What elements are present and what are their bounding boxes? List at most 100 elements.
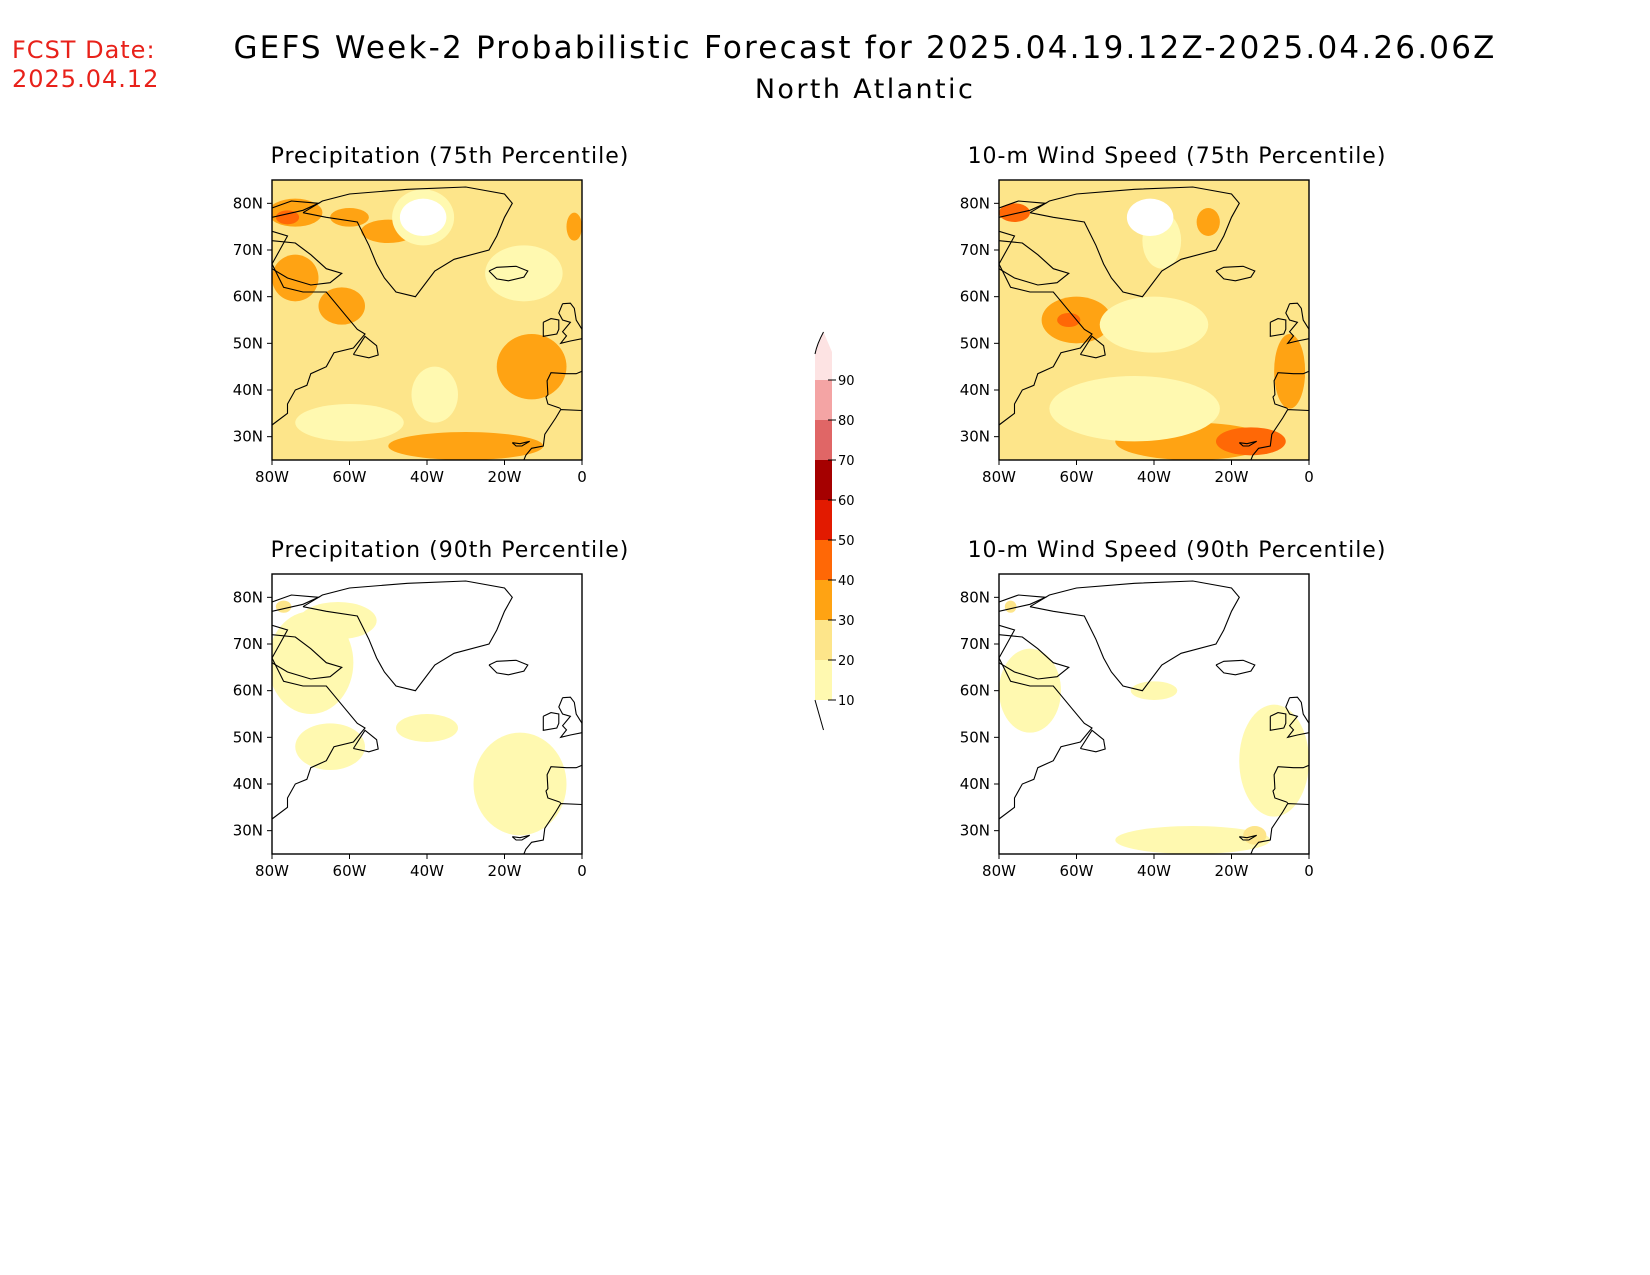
lon-tick-label: 80W <box>982 468 1016 486</box>
coastline-canaries <box>1238 440 1257 447</box>
probability-patch <box>272 254 319 302</box>
probability-patch <box>275 210 300 225</box>
probability-patch <box>275 600 292 613</box>
probability-patch <box>1099 296 1209 353</box>
probability-patch <box>295 404 404 442</box>
lon-tick-label: 0 <box>577 468 587 486</box>
coastline-north-america <box>272 624 366 820</box>
map-wind-75: 80W 60W 40W 20W 0 80N 70N 60N 50N 40N 30N <box>960 179 1314 486</box>
probability-patch <box>1216 427 1286 456</box>
lon-tick-label: 40W <box>410 468 444 486</box>
coastline-europe <box>545 370 582 410</box>
lat-tick-label: 50N <box>233 334 263 352</box>
probability-patch <box>485 245 563 302</box>
colorbar-swatch <box>815 620 832 660</box>
probability-patch <box>1196 208 1220 236</box>
coastline-iceland <box>488 659 529 676</box>
coastline-canaries <box>511 834 530 841</box>
colorbar: 10 20 30 40 50 60 70 80 90 <box>814 331 855 731</box>
colorbar-label: 50 <box>838 534 855 549</box>
coastline-britain <box>558 696 582 739</box>
lat-tick-label: 70N <box>233 241 263 259</box>
panel-wind-75: 10-m Wind Speed (75th Percentile) 80W 60W… <box>927 144 1427 544</box>
coastline-canaries <box>511 440 530 447</box>
colorbar-label: 40 <box>838 574 855 589</box>
lon-tick-label: 80W <box>255 468 289 486</box>
coastline-newfoundland <box>1079 729 1106 753</box>
coastline-north-america <box>999 230 1093 426</box>
colorbar-label: 60 <box>838 494 855 509</box>
coastline-newfoundland <box>1079 335 1106 359</box>
fcst-date-value: 2025.04.12 <box>12 65 160 93</box>
lon-tick-label: 20W <box>1215 468 1249 486</box>
lon-tick-label: 80W <box>255 862 289 880</box>
probability-patch <box>299 602 377 640</box>
lat-tick-label: 30N <box>960 428 990 446</box>
coastline-greenland <box>1029 580 1240 692</box>
lat-tick-label: 40N <box>233 381 263 399</box>
lat-tick-label: 70N <box>960 635 990 653</box>
lon-tick-label: 60W <box>333 862 367 880</box>
colorbar-label: 90 <box>838 374 855 389</box>
colorbar-swatch <box>815 332 832 380</box>
lat-tick-label: 40N <box>233 775 263 793</box>
coastline-greenland <box>1029 186 1240 298</box>
probability-patch <box>999 648 1061 733</box>
probability-patch <box>999 203 1030 222</box>
coastline-britain <box>558 302 582 345</box>
probability-patch <box>1049 376 1220 442</box>
coastline-iceland <box>1215 659 1256 676</box>
coastline-baffin <box>272 240 343 286</box>
coastline-newfoundland <box>352 335 379 359</box>
coastline-iceland <box>488 265 529 282</box>
lon-tick-label: 40W <box>1137 468 1171 486</box>
fcst-date-block: FCST Date: 2025.04.12 <box>12 36 159 94</box>
colorbar-swatch <box>815 580 832 620</box>
lat-tick-label: 70N <box>960 241 990 259</box>
coastline-britain <box>1285 302 1309 345</box>
lat-tick-label: 60N <box>233 288 263 306</box>
coastline-europe <box>1272 764 1309 804</box>
greenland-low-area <box>1126 198 1174 236</box>
coastline-arctic-islands <box>999 594 1048 612</box>
coastline-arctic-islands <box>272 200 321 218</box>
colorbar-swatch <box>815 500 832 540</box>
coastline-britain <box>1285 696 1309 739</box>
lon-tick-label: 0 <box>1304 862 1314 880</box>
colorbar-swatch <box>815 660 832 700</box>
lat-tick-label: 50N <box>960 728 990 746</box>
lat-tick-label: 80N <box>233 588 263 606</box>
lon-tick-label: 80W <box>982 862 1016 880</box>
figure-title-block: GEFS Week-2 Probabilistic Forecast for 2… <box>0 30 1650 105</box>
coastline-newfoundland <box>352 729 379 753</box>
colorbar-swatch <box>815 420 832 460</box>
map-precip-90: 80W 60W 40W 20W 0 80N 70N 60N 50N 40N 30N <box>233 573 587 880</box>
lat-tick-label: 40N <box>960 775 990 793</box>
probability-patch <box>318 287 365 325</box>
colorbar-swatch <box>815 460 832 500</box>
probability-patch <box>566 212 582 241</box>
coastline-greenland <box>302 186 513 298</box>
panel-title: 10-m Wind Speed (90th Percentile) <box>967 538 1387 563</box>
coastline-ireland <box>542 712 560 731</box>
coastline-baffin <box>272 634 343 680</box>
map-wind-90: 80W 60W 40W 20W 0 80N 70N 60N 50N 40N 30N <box>960 573 1314 880</box>
colorbar-label: 20 <box>838 654 855 669</box>
coastline-africa <box>1250 409 1309 460</box>
lon-tick-label: 40W <box>1137 862 1171 880</box>
coastline-europe <box>545 764 582 804</box>
coastline-africa <box>1250 803 1309 854</box>
coastline-iceland <box>1215 265 1256 282</box>
colorbar-label: 80 <box>838 414 855 429</box>
lat-tick-label: 60N <box>233 682 263 700</box>
figure-title: GEFS Week-2 Probabilistic Forecast for 2… <box>233 30 1497 66</box>
probability-patch <box>330 208 369 227</box>
coastline-africa <box>523 409 582 460</box>
panel-precip-75: Precipitation (75th Percentile) 80W 60W 40… <box>200 144 700 544</box>
coastline-europe <box>1272 370 1309 410</box>
lat-tick-label: 30N <box>233 822 263 840</box>
probability-patch <box>411 366 458 423</box>
lon-tick-label: 20W <box>1215 862 1249 880</box>
lat-tick-label: 60N <box>960 682 990 700</box>
probability-patch <box>295 723 365 770</box>
